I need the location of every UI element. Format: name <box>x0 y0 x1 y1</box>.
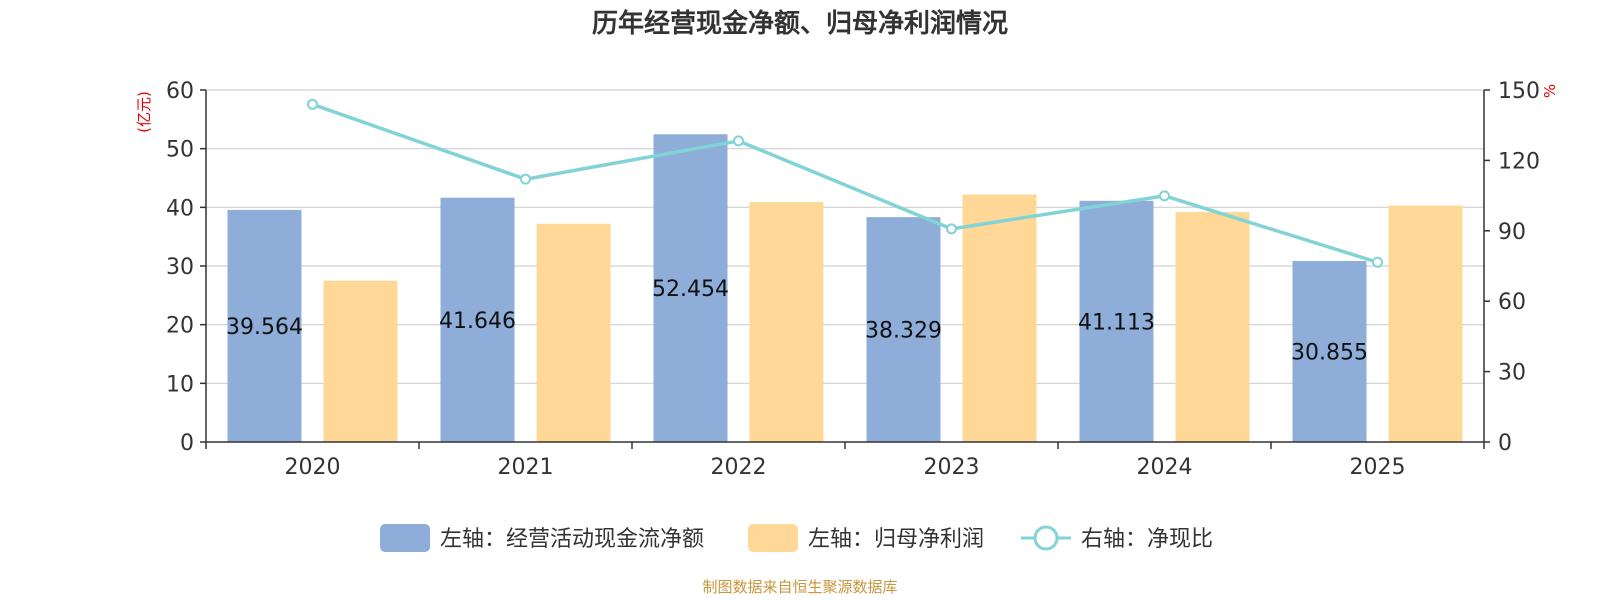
bar-cashflow <box>440 197 515 442</box>
ratio-series-line <box>311 102 1379 264</box>
bar-value-label: 41.646 <box>439 309 516 334</box>
ratio-point <box>1372 256 1383 268</box>
bar-value-label: 38.329 <box>865 319 942 344</box>
bar-profit <box>323 280 398 442</box>
bar-profit <box>1175 212 1250 442</box>
left-axis-unit: (亿元) <box>135 91 153 133</box>
bar-cashflow <box>227 209 302 442</box>
bar-profit <box>749 202 824 442</box>
right-axis-unit: % <box>1541 84 1559 98</box>
left-axis-tick-label: 0 <box>180 431 194 456</box>
bar-cashflow <box>1292 260 1367 442</box>
bar-profit <box>962 194 1037 442</box>
left-axis-tick-label: 20 <box>166 314 194 339</box>
bar-cashflow <box>1079 200 1154 442</box>
right-axis-tick-label: 150 <box>1498 79 1540 104</box>
legend-label-ratio: 右轴：净现比 <box>1081 527 1213 552</box>
axes: 0 10 20 30 40 50 60 0 30 60 90 120 150 2020 2021 2022 20… <box>166 79 1540 480</box>
legend-swatch-cashflow <box>380 524 430 552</box>
bar-value-label: 39.564 <box>226 315 303 340</box>
right-axis-tick-label: 90 <box>1498 220 1526 245</box>
legend: 左轴：经营活动现金流净额 左轴：归母净利润 右轴：净现比 <box>380 524 1213 552</box>
x-axis-tick-label: 2020 <box>285 455 341 480</box>
bar-value-label: 52.454 <box>652 277 729 302</box>
left-axis-tick-label: 60 <box>166 79 194 104</box>
legend-swatch-ratio-marker <box>1033 525 1059 551</box>
x-axis-tick-label: 2024 <box>1137 455 1193 480</box>
grid <box>206 89 1484 384</box>
left-axis-tick-label: 10 <box>166 372 194 397</box>
x-axis-tick-label: 2021 <box>498 455 554 480</box>
bar-profit <box>1388 205 1463 442</box>
left-axis-tick-label: 50 <box>166 138 194 163</box>
legend-swatch-profit <box>748 524 798 552</box>
right-axis-tick-label: 120 <box>1498 149 1540 174</box>
ratio-point <box>1159 190 1170 202</box>
bar-profit <box>536 223 611 442</box>
bar-labels: 39.564 41.646 52.454 38.329 41.113 30.855 <box>226 277 1368 365</box>
ratio-point <box>520 173 531 185</box>
ratio-line <box>307 98 1383 268</box>
x-axis-tick-label: 2023 <box>924 455 980 480</box>
right-axis-tick-label: 30 <box>1498 361 1526 386</box>
right-axis-tick-label: 0 <box>1498 431 1512 456</box>
data-source: 制图数据来自恒生聚源数据库 <box>702 578 897 596</box>
bar-cashflow <box>653 134 728 442</box>
legend-label-cashflow: 左轴：经营活动现金流净额 <box>440 527 704 552</box>
bar-value-label: 30.855 <box>1291 340 1368 365</box>
ratio-point <box>946 223 957 235</box>
legend-label-profit: 左轴：归母净利润 <box>808 527 984 552</box>
left-axis-tick-label: 40 <box>166 196 194 221</box>
right-axis-tick-label: 60 <box>1498 290 1526 315</box>
bar-cashflow <box>866 217 941 442</box>
x-axis-tick-label: 2025 <box>1350 455 1406 480</box>
x-axis-tick-label: 2022 <box>711 455 767 480</box>
ratio-point <box>733 135 744 147</box>
chart-title: 历年经营现金净额、归母净利润情况 <box>592 8 1008 39</box>
ratio-point <box>307 98 318 110</box>
bar-value-label: 41.113 <box>1078 310 1155 335</box>
left-axis-tick-label: 30 <box>166 255 194 280</box>
bars <box>227 134 1463 442</box>
